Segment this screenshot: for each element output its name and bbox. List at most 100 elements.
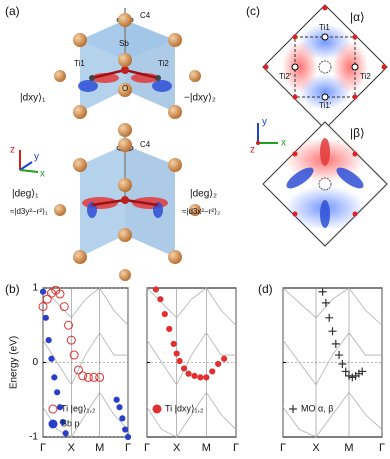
data-marker (185, 370, 192, 377)
data-marker (42, 294, 52, 304)
data-marker (321, 298, 330, 307)
panel-label: (b) (5, 282, 20, 296)
orbital-label: |dxy⟩₁ (20, 93, 46, 104)
x-tick-label: Γ (379, 442, 385, 454)
data-marker (338, 359, 347, 368)
legend-label: Sb p (61, 418, 80, 428)
data-marker (170, 340, 177, 347)
data-marker (62, 430, 69, 437)
data-marker (83, 372, 93, 382)
legend-label: MO α, β (301, 403, 333, 413)
panel-label: (d) (258, 282, 273, 296)
axes-icon (256, 123, 278, 145)
band-line (146, 391, 237, 438)
axis-label: y (34, 152, 39, 163)
data-marker (318, 287, 327, 296)
y-tick-label: 0 (32, 357, 38, 368)
data-marker (69, 350, 79, 360)
x-tick-label: X (312, 442, 320, 454)
axis-label: x (281, 138, 286, 149)
data-marker (48, 355, 55, 362)
data-marker (56, 404, 64, 411)
atom-label: Sb (119, 39, 129, 48)
atom-label: O (122, 84, 128, 93)
panel-label: (a) (5, 4, 20, 18)
orbital-label: |deg⟩₁ (12, 189, 39, 200)
orbital-diagram-beta (262, 121, 388, 247)
data-marker (191, 372, 198, 380)
data-marker (180, 365, 188, 372)
atom-label: Ti1 (74, 59, 85, 68)
data-marker (176, 357, 183, 365)
data-marker (51, 374, 58, 381)
legend-marker (48, 419, 58, 429)
data-marker (157, 296, 164, 303)
data-marker (42, 314, 49, 321)
state-label: |α⟩ (350, 10, 365, 24)
x-tick-label: Γ (233, 442, 239, 454)
data-marker (325, 313, 334, 322)
data-marker (119, 415, 126, 422)
site-label: Ti1 (319, 23, 330, 32)
band-line (42, 287, 129, 326)
data-marker (73, 365, 83, 375)
axes-icon (19, 150, 39, 173)
x-tick-label: Γ (144, 442, 150, 454)
y-tick-label: 1 (32, 283, 38, 294)
data-marker (64, 320, 73, 330)
data-marker (335, 351, 344, 360)
x-tick-label: M (344, 442, 353, 454)
data-marker (113, 396, 120, 403)
data-marker (173, 350, 180, 357)
site-label: Ti2 (360, 72, 371, 81)
data-marker (152, 286, 159, 293)
rotation-label: C4 (140, 140, 151, 149)
orbital-label: ≈|d3x²−r²⟩₂ (182, 207, 220, 216)
band-line (146, 287, 237, 326)
orbital-label: ≈|d3y²−r²⟩₁ (10, 207, 48, 216)
axis-label: y (262, 117, 267, 128)
axis-label: x (40, 169, 45, 180)
state-label: |β⟩ (350, 126, 365, 140)
data-marker (45, 337, 52, 344)
orbital-label: |deg⟩₂ (190, 189, 217, 200)
x-tick-label: Γ (280, 442, 286, 454)
data-marker (161, 310, 168, 318)
legend-marker (48, 404, 58, 414)
data-marker (54, 389, 61, 396)
y-tick-label: -1 (29, 432, 38, 443)
data-marker (66, 335, 76, 345)
data-marker (341, 367, 350, 376)
data-marker (328, 327, 337, 336)
data-marker (348, 373, 357, 382)
rotation-label: C4 (140, 11, 151, 20)
legend-marker (289, 405, 297, 413)
data-marker (358, 367, 367, 376)
data-marker (59, 419, 66, 426)
data-marker (116, 404, 123, 411)
band-line (146, 331, 236, 386)
data-marker (78, 371, 88, 381)
axis-label: z (10, 145, 15, 156)
data-marker (55, 289, 65, 299)
legend-label: Ti |dxy⟩₁,₂ (165, 403, 204, 413)
data-marker (38, 302, 48, 312)
site-label: Ti2' (279, 72, 292, 81)
data-marker (39, 288, 47, 295)
legend-marker (152, 404, 162, 414)
band-line (42, 391, 129, 438)
band-line (282, 391, 383, 438)
x-tick-label: M (202, 442, 211, 454)
x-tick-label: Γ (40, 442, 46, 454)
data-marker (89, 372, 99, 382)
data-marker (124, 433, 132, 441)
data-marker (209, 368, 216, 375)
data-marker (197, 374, 204, 381)
axis-label: z (250, 145, 255, 156)
data-marker (122, 426, 129, 433)
data-marker (59, 302, 69, 312)
x-tick-label: X (68, 442, 76, 454)
x-tick-label: X (173, 442, 181, 454)
